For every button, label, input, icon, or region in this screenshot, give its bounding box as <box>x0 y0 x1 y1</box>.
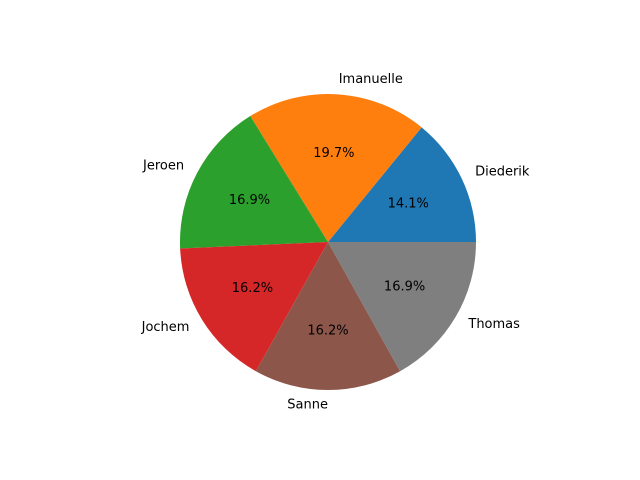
pie-slice-thomas <box>328 242 476 372</box>
pie-slice-jeroen <box>179 116 328 249</box>
percent-label-thomas: 16.9% <box>384 279 425 294</box>
percent-label-sanne: 16.2% <box>307 323 348 338</box>
percent-label-jochem: 16.2% <box>232 281 273 296</box>
slice-label-jochem: Jochem <box>141 320 190 335</box>
percent-label-diederik: 14.1% <box>388 196 429 211</box>
pie-slice-imanuelle <box>250 93 422 242</box>
pie-slice-sanne <box>255 242 401 390</box>
percent-label-imanuelle: 19.7% <box>313 146 354 161</box>
pie-slice-jochem <box>180 242 328 372</box>
pie-labels: Diederik 14.1% Imanuelle 19.7% Jeroen 16.9% Jo… <box>141 72 530 412</box>
slice-label-imanuelle: Imanuelle <box>339 72 403 87</box>
percent-label-jeroen: 16.9% <box>229 193 270 208</box>
slice-label-sanne: Sanne <box>287 397 328 412</box>
pie-slices <box>179 93 476 390</box>
pie-slice-diederik <box>328 127 476 242</box>
slice-label-thomas: Thomas <box>467 317 520 332</box>
slice-label-jeroen: Jeroen <box>142 158 184 173</box>
slice-label-diederik: Diederik <box>475 165 530 180</box>
